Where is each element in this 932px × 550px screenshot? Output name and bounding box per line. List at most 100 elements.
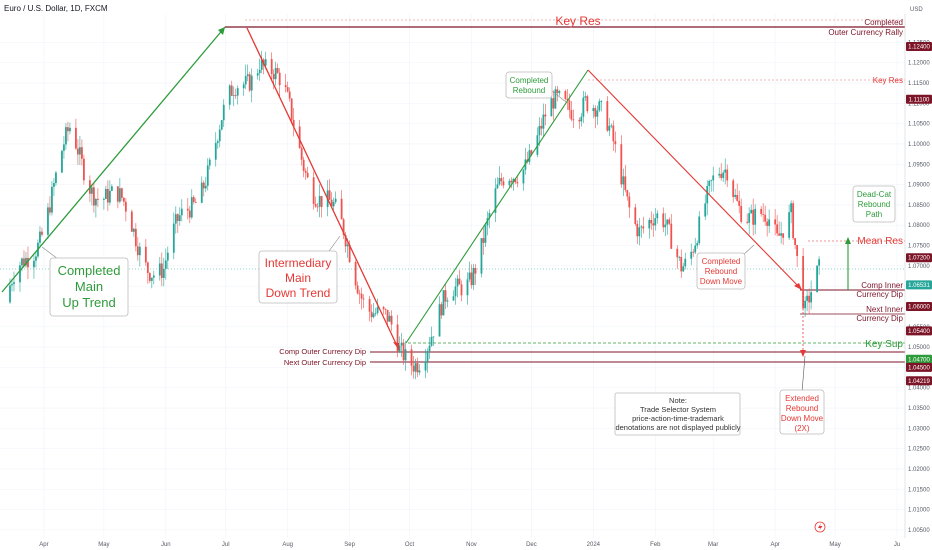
candle: [638, 217, 641, 246]
candle: [510, 177, 513, 189]
candle: [390, 310, 393, 332]
candle: [442, 289, 445, 316]
x-tick-label: Jul: [222, 542, 230, 548]
candle: [570, 101, 573, 122]
candle: [720, 163, 723, 181]
outer-rally-label: Outer Currency Rally: [828, 28, 903, 37]
candle: [608, 118, 611, 136]
candle: [680, 249, 683, 279]
candle: [13, 271, 15, 292]
candle: [586, 94, 589, 114]
candle: [484, 222, 487, 248]
candle: [246, 64, 249, 82]
candle: [206, 158, 209, 191]
candle: [192, 195, 195, 205]
candle: [606, 96, 609, 133]
candle: [426, 348, 429, 373]
candle: [718, 167, 721, 179]
candle: [502, 176, 505, 189]
next-inner-label-2: Currency Dip: [856, 314, 903, 323]
rebound-down-line-1: Completed: [702, 257, 741, 266]
dead-cat-line-3: Path: [866, 210, 882, 219]
candle: [620, 135, 623, 188]
rebound-trend-line: [405, 69, 589, 344]
dead-cat-arrowhead: [845, 237, 851, 244]
x-tick-label: 2024: [587, 542, 601, 548]
candle: [186, 197, 189, 220]
box-dead-cat: Dead-Cat Rebound Path: [852, 185, 896, 223]
chart-title: Euro / U.S. Dollar, 1D, FXCM: [4, 4, 108, 13]
candle: [440, 301, 443, 319]
candle: [806, 289, 809, 312]
y-tick-label: 1.10000: [908, 142, 930, 148]
candle: [496, 177, 499, 189]
x-tick-label: Mar: [708, 542, 718, 548]
rebound-down-line: [587, 69, 803, 291]
candle: [314, 196, 317, 208]
candle: [358, 289, 361, 304]
candle: [374, 307, 377, 317]
next-outer-label: Next Outer Currency Dip: [284, 358, 366, 367]
price-tag-label: 1.06000: [908, 304, 930, 310]
candle: [284, 73, 287, 93]
lightning-icon[interactable]: [814, 521, 826, 533]
candle: [774, 209, 777, 236]
candle: [47, 203, 49, 239]
candle: [640, 224, 643, 238]
rebound-down-arrowhead: [794, 283, 802, 290]
candle: [738, 190, 741, 214]
candle: [622, 168, 625, 197]
candle: [430, 326, 433, 347]
candle: [188, 206, 191, 224]
candle: [468, 261, 471, 283]
candle: [626, 189, 629, 201]
candle: [334, 191, 337, 204]
candle: [49, 196, 51, 216]
box-rebound-down-move: Completed Rebound Down Move: [696, 244, 755, 290]
price-tag-label: 1.07200: [908, 256, 930, 262]
candle: [624, 165, 627, 193]
candle: [244, 64, 247, 90]
candle: [652, 213, 655, 237]
y-tick-label: 1.03000: [908, 426, 930, 432]
candle: [77, 139, 79, 165]
y-tick-label: 1.09500: [908, 162, 930, 168]
candle: [178, 207, 181, 226]
trend-lines: [1, 26, 851, 393]
key-sup-label: Key Sup: [865, 339, 903, 350]
candle: [158, 257, 161, 281]
candle: [454, 277, 457, 305]
candle: [218, 124, 221, 148]
candle: [788, 204, 791, 241]
x-tick-label: May: [98, 542, 109, 548]
candle: [642, 216, 645, 234]
candle: [664, 213, 667, 237]
price-tag-label: 1.04700: [908, 357, 930, 363]
candle: [83, 154, 85, 185]
candle: [61, 149, 63, 174]
candle: [354, 260, 357, 290]
candle: [106, 180, 109, 212]
rebound-line-1: Completed: [510, 76, 549, 85]
candle: [594, 105, 597, 129]
candle: [312, 171, 315, 210]
candle: [276, 63, 279, 74]
candle: [63, 136, 65, 159]
candle: [318, 184, 321, 218]
candle: [524, 147, 527, 175]
candle: [208, 157, 211, 170]
candle: [256, 68, 259, 80]
candle: [370, 304, 373, 323]
candle: [500, 172, 503, 186]
candle: [330, 192, 333, 208]
price-tag-label: 1.11100: [909, 97, 930, 103]
candle: [250, 68, 253, 103]
candle: [216, 139, 219, 149]
candle: [298, 119, 301, 149]
main-up-trend-line: [1, 26, 226, 293]
candle: [486, 211, 489, 236]
candle: [482, 228, 485, 255]
candle: [180, 199, 183, 222]
main-down-line-3: Down Trend: [266, 286, 331, 300]
candle: [302, 156, 305, 178]
